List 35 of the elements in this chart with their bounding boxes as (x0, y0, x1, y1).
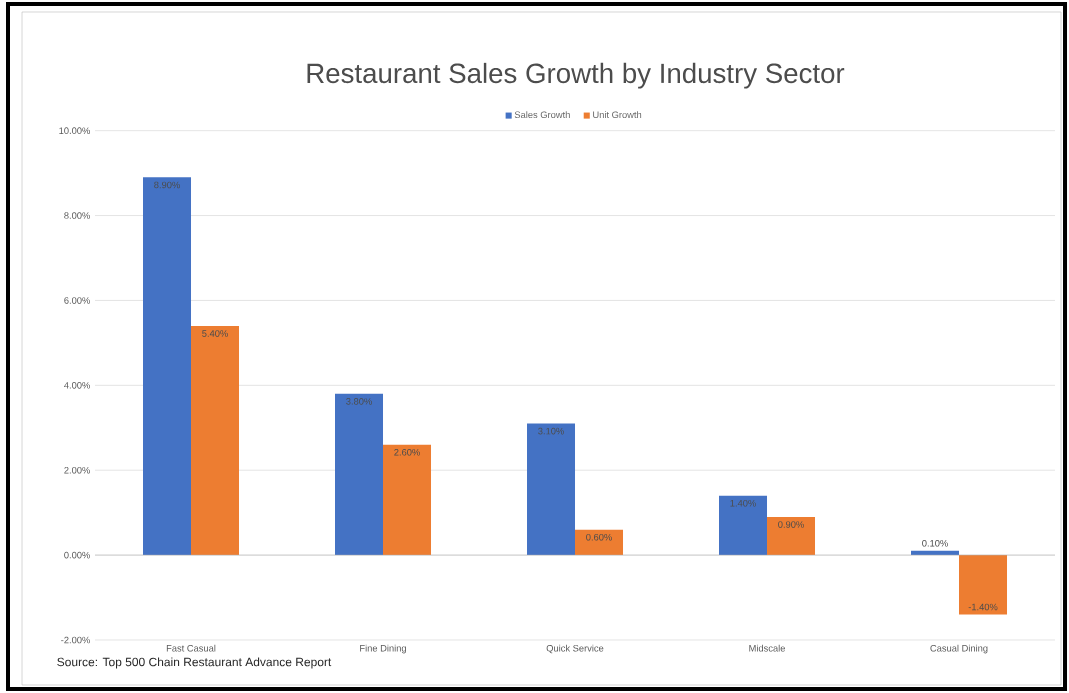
x-tick-label: Midscale (749, 644, 785, 652)
bar (383, 444, 431, 556)
data-label: 3.80% (346, 398, 372, 405)
bar (767, 516, 816, 556)
y-tick-label: 8.00% (64, 212, 90, 219)
data-label: 0.90% (778, 521, 804, 528)
data-label: 3.10% (538, 427, 564, 435)
data-label: -1.40% (968, 603, 998, 611)
bar (191, 325, 240, 556)
legend-label: Sales Growth (514, 111, 570, 119)
data-label: 8.90% (154, 181, 180, 189)
source-note: Source: Top 500 Chain Restaurant Advance Report (57, 657, 332, 669)
y-tick-label: 0.00% (64, 551, 90, 559)
y-tick-label: 4.00% (64, 382, 90, 389)
legend-label: Unit Growth (593, 111, 642, 119)
x-tick-label: Fine Dining (360, 644, 406, 654)
y-tick-label: 6.00% (64, 297, 90, 304)
bar (335, 393, 384, 556)
bar (719, 495, 768, 556)
bar (143, 177, 191, 556)
bar (959, 555, 1008, 615)
data-label: 0.10% (922, 540, 948, 547)
x-tick-label: Quick Service (546, 644, 604, 654)
y-tick-label: 2.00% (64, 466, 90, 474)
x-tick-label: Casual Dining (930, 644, 988, 654)
y-tick-label: 10.00% (59, 127, 90, 134)
data-label: 0.60% (586, 533, 612, 541)
x-tick-label: Fast Casual (166, 644, 216, 652)
bar (575, 529, 624, 556)
chart-title: Restaurant Sales Growth by Industry Sector (307, 62, 845, 89)
data-label: 2.60% (394, 449, 420, 456)
bar (527, 423, 576, 556)
data-label: 5.40% (202, 330, 228, 337)
data-label: 1.40% (730, 499, 756, 507)
y-tick-label: -2.00% (61, 636, 90, 644)
